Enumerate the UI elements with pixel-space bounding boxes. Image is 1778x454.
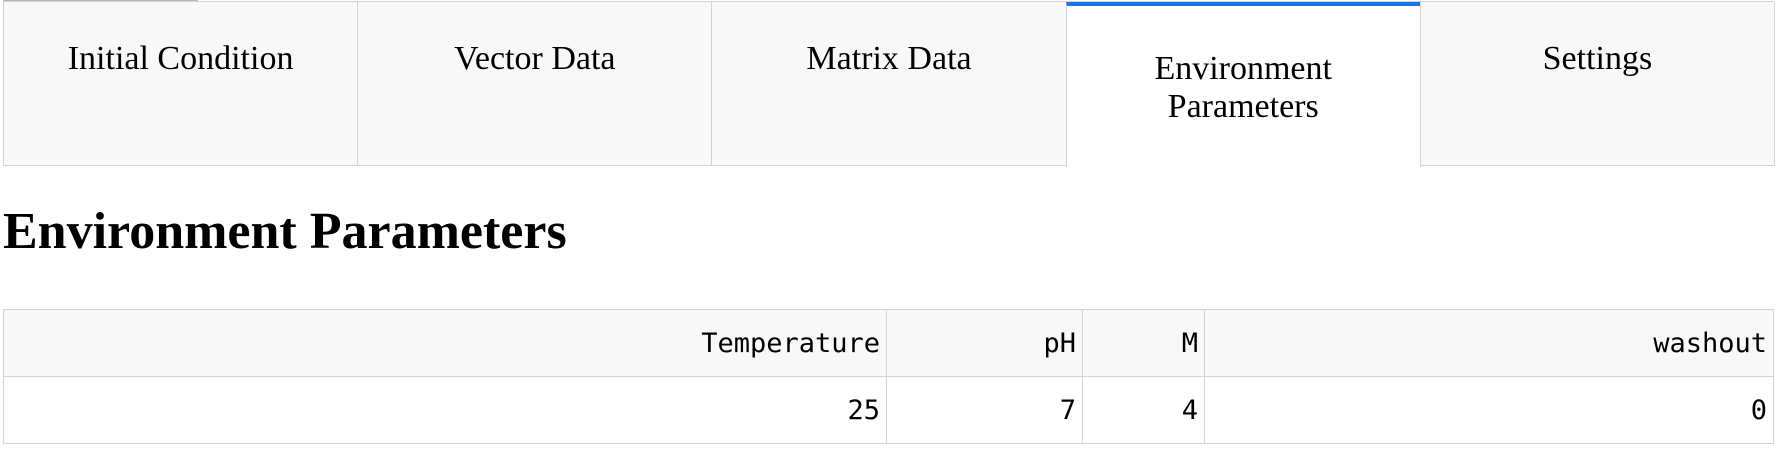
- tab-matrix-data[interactable]: Matrix Data: [711, 2, 1067, 166]
- table-header-row: Temperature pH M washout: [3, 309, 1774, 377]
- tab-vector-data[interactable]: Vector Data: [357, 2, 713, 166]
- cell-ph: 7: [886, 376, 1083, 444]
- environment-parameters-table: Temperature pH M washout 25 7 4 0: [3, 309, 1774, 444]
- column-header-temperature: Temperature: [3, 309, 887, 377]
- tab-environment-parameters[interactable]: Environment Parameters: [1065, 2, 1421, 167]
- tab-bar: Initial Condition Vector Data Matrix Dat…: [3, 1, 1776, 167]
- cell-washout: 0: [1204, 376, 1774, 444]
- page-title: Environment Parameters: [3, 203, 567, 260]
- table-row: 25 7 4 0: [3, 376, 1774, 444]
- tab-label: Environment Parameters: [1154, 50, 1332, 125]
- tab-label: Settings: [1542, 40, 1653, 77]
- tab-settings[interactable]: Settings: [1419, 2, 1776, 166]
- column-header-washout: washout: [1204, 309, 1774, 377]
- cell-m: 4: [1082, 376, 1205, 444]
- column-header-m: M: [1082, 309, 1205, 377]
- tab-label: Initial Condition: [67, 40, 294, 77]
- tab-initial-condition[interactable]: Initial Condition: [3, 2, 359, 166]
- cell-temperature: 25: [3, 376, 887, 444]
- tab-label: Vector Data: [454, 40, 616, 77]
- column-header-ph: pH: [886, 309, 1083, 377]
- tab-label: Matrix Data: [806, 40, 972, 77]
